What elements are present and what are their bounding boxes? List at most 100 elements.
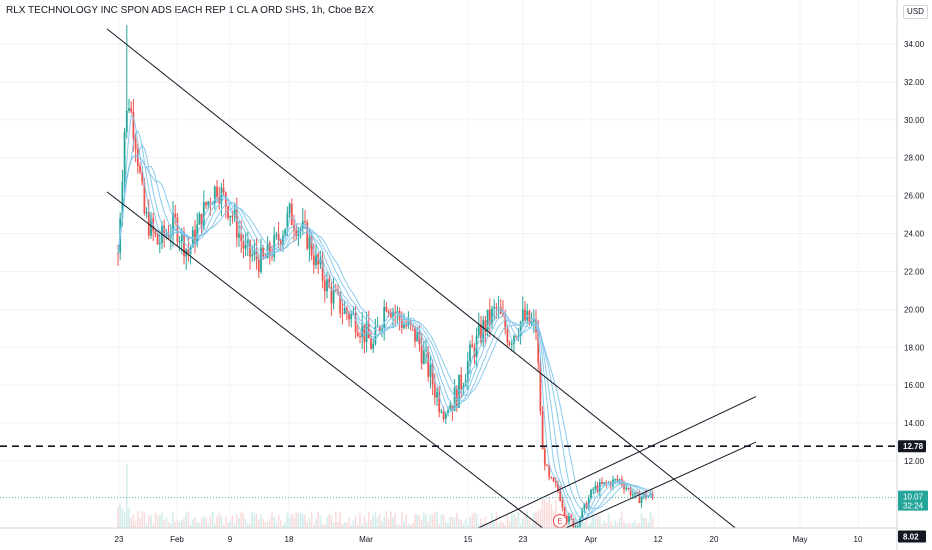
volume-bar	[456, 512, 458, 528]
candle-body	[488, 309, 491, 324]
candle-body	[222, 187, 225, 193]
volume-bar	[526, 511, 528, 528]
volume-bar	[258, 519, 260, 528]
candle-body	[125, 110, 128, 132]
volume-bar	[132, 514, 135, 528]
candle-body	[616, 479, 619, 481]
price-tick-label: 18.00	[904, 343, 925, 352]
candle	[284, 228, 287, 237]
candle-body	[284, 228, 287, 236]
volume-bar	[447, 522, 449, 528]
candle-body	[132, 111, 135, 139]
time-axis: 23 Feb 9 18 Mar 15 23 Apr 12 20 May 10	[115, 535, 863, 544]
level-price-label: 8.02	[898, 530, 926, 543]
last-price-value: 10.07	[903, 493, 924, 502]
candle-body	[323, 280, 326, 292]
volume-bar	[288, 518, 291, 528]
volume-bar	[445, 521, 447, 528]
candle-body	[145, 211, 148, 214]
candle-body	[629, 488, 632, 496]
volume-bar	[302, 513, 304, 528]
candle-body	[519, 321, 522, 337]
candle	[167, 224, 170, 241]
candle	[524, 300, 526, 323]
volume-bar	[185, 512, 187, 528]
volume-bar	[416, 514, 418, 528]
candle	[398, 307, 401, 331]
volume-bar	[198, 522, 201, 528]
volume-bar	[220, 516, 223, 528]
candle	[295, 223, 298, 240]
candle-body	[627, 488, 630, 490]
candle-body	[451, 405, 454, 411]
candle-body	[136, 149, 139, 167]
volume-bar	[434, 512, 436, 528]
candle	[308, 229, 311, 262]
candle-body	[557, 483, 559, 490]
volume-bar	[478, 524, 480, 528]
candle-body	[134, 138, 137, 150]
candle-body	[290, 203, 293, 225]
volume-bar	[117, 506, 119, 528]
candle-body	[601, 482, 603, 484]
volume-bar	[632, 522, 634, 528]
currency-badge[interactable]: USD	[903, 5, 928, 19]
candle-body	[504, 315, 507, 330]
candle-body	[508, 342, 511, 345]
candle-body	[260, 247, 262, 272]
candle-body	[442, 411, 445, 419]
time-tick-label: 23	[519, 535, 528, 544]
volume-bar	[368, 511, 370, 528]
candle-body	[139, 166, 141, 172]
candle-body	[486, 309, 489, 332]
candle-body	[359, 335, 361, 338]
volume-bar	[493, 521, 495, 528]
candle	[396, 306, 399, 324]
volume-bar	[405, 514, 407, 528]
volume-bar	[548, 497, 550, 528]
candle	[330, 282, 333, 316]
last-price-countdown: 32:24	[903, 502, 924, 511]
volume-bar	[163, 520, 165, 528]
volume-bar	[603, 521, 605, 528]
volume-bar	[614, 520, 616, 528]
candle-body	[548, 465, 551, 477]
candle-body	[539, 362, 542, 412]
candle-body	[257, 259, 260, 272]
candle-body	[528, 310, 531, 325]
candle-body	[407, 320, 410, 327]
candle	[546, 463, 548, 467]
level-label-bg	[898, 530, 926, 543]
volume-bar	[403, 521, 405, 528]
candle-body	[405, 324, 408, 327]
candle-body	[532, 318, 535, 322]
candle-body	[262, 247, 265, 258]
candle-body	[341, 313, 344, 315]
candle	[543, 445, 546, 471]
volume-bar	[119, 504, 121, 528]
chart-title: RLX TECHNOLOGY INC SPON ADS EACH REP 1 C…	[6, 5, 375, 16]
candle	[451, 405, 454, 422]
volume-bar	[612, 524, 614, 528]
candle-body	[275, 234, 278, 236]
candle-body	[563, 507, 566, 517]
candle	[293, 215, 295, 243]
candle	[290, 198, 293, 226]
volume-bar	[363, 515, 366, 528]
candle-body	[150, 218, 152, 236]
volume-bar	[255, 513, 258, 528]
candle	[596, 481, 599, 494]
volume-bar	[605, 522, 608, 528]
candle-body	[506, 329, 509, 343]
volume-bar	[385, 511, 388, 528]
price-tick-label: 24.00	[904, 230, 925, 239]
volume-bar	[176, 520, 179, 528]
candle-body	[438, 392, 441, 413]
candle-body	[499, 307, 502, 314]
candle	[394, 304, 397, 326]
volume-bar	[178, 522, 181, 528]
candle	[370, 329, 372, 350]
